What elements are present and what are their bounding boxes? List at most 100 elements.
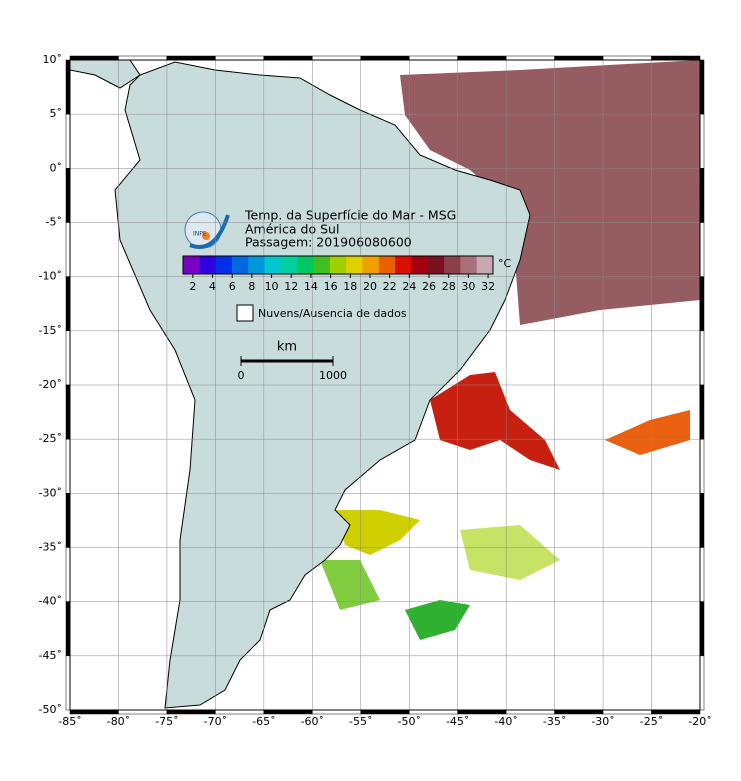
frame bbox=[166, 55, 216, 61]
colorbar-unit: °C bbox=[498, 257, 512, 270]
frame bbox=[65, 493, 71, 548]
colorbar-cell bbox=[280, 256, 298, 274]
frame bbox=[699, 493, 705, 548]
frame bbox=[69, 55, 119, 61]
frame bbox=[166, 709, 216, 715]
y-tick-label: 0˚ bbox=[50, 161, 63, 174]
colorbar-label: 12 bbox=[284, 280, 298, 293]
frame bbox=[263, 55, 313, 61]
colorbar-label: 20 bbox=[363, 280, 377, 293]
frame bbox=[602, 709, 652, 715]
colorbar-cell bbox=[411, 256, 429, 274]
colorbar-label: 30 bbox=[461, 280, 475, 293]
frame bbox=[699, 655, 705, 711]
frame bbox=[699, 276, 705, 332]
frame bbox=[65, 168, 71, 223]
colorbar-cell bbox=[215, 256, 233, 274]
x-tick-label: -25˚ bbox=[640, 715, 663, 728]
colorbar-label: 14 bbox=[304, 280, 318, 293]
y-tick-label: -45˚ bbox=[39, 649, 62, 662]
y-tick-label: -35˚ bbox=[39, 541, 62, 554]
colorbar-label: 18 bbox=[343, 280, 357, 293]
frame bbox=[118, 55, 168, 61]
colorbar-label: 10 bbox=[265, 280, 279, 293]
frame bbox=[312, 55, 362, 61]
y-tick-label: -25˚ bbox=[39, 432, 62, 445]
frame bbox=[65, 438, 71, 494]
frame bbox=[699, 601, 705, 657]
y-tick-label: -40˚ bbox=[39, 595, 62, 608]
colorbar-label: 32 bbox=[481, 280, 495, 293]
frame bbox=[215, 55, 265, 61]
frame bbox=[651, 709, 701, 715]
x-tick-label: -75˚ bbox=[155, 715, 178, 728]
colorbar-label: 16 bbox=[324, 280, 338, 293]
colorbar-label: 22 bbox=[383, 280, 397, 293]
x-tick-label: -35˚ bbox=[543, 715, 566, 728]
frame bbox=[360, 55, 410, 61]
x-tick-label: -55˚ bbox=[349, 715, 372, 728]
x-tick-label: -45˚ bbox=[446, 715, 469, 728]
y-tick-label: -50˚ bbox=[39, 703, 62, 716]
colorbar-cell bbox=[460, 256, 478, 274]
frame bbox=[65, 113, 71, 169]
colorbar-cell bbox=[362, 256, 380, 274]
colorbar-cell bbox=[313, 256, 331, 274]
colorbar-cell bbox=[444, 256, 461, 274]
y-tick-label: -10˚ bbox=[39, 270, 62, 283]
logo: INPE bbox=[184, 211, 230, 249]
colorbar-label: 4 bbox=[209, 280, 216, 293]
colorbar-cell bbox=[427, 256, 445, 274]
x-tick-label: -20˚ bbox=[688, 715, 711, 728]
frame bbox=[651, 55, 701, 61]
frame bbox=[69, 709, 119, 715]
frame bbox=[65, 222, 71, 277]
title: Temp. da Superfície do Mar - MSG bbox=[244, 208, 456, 223]
sst-patches bbox=[320, 60, 700, 640]
frame bbox=[554, 55, 604, 61]
frame bbox=[699, 438, 705, 494]
colorbar-label: 28 bbox=[442, 280, 456, 293]
scale-label: 0 bbox=[238, 369, 245, 382]
frame bbox=[65, 59, 71, 115]
y-tick-label: -5˚ bbox=[46, 216, 62, 229]
x-tick-label: -30˚ bbox=[591, 715, 614, 728]
x-tick-label: -60˚ bbox=[301, 715, 324, 728]
frame bbox=[699, 168, 705, 223]
frame bbox=[505, 55, 555, 61]
map-border bbox=[69, 59, 701, 711]
x-tick-label: -85˚ bbox=[58, 715, 81, 728]
x-tick-label: -70˚ bbox=[204, 715, 227, 728]
pass: Passagem: 201906080600 bbox=[245, 235, 412, 250]
frame bbox=[554, 709, 604, 715]
frame bbox=[699, 113, 705, 169]
colorbar-cell bbox=[395, 256, 412, 274]
colorbar-label: 6 bbox=[229, 280, 236, 293]
frame bbox=[408, 709, 458, 715]
frame bbox=[699, 330, 705, 386]
x-tick-label: -65˚ bbox=[252, 715, 275, 728]
colorbar-label: 24 bbox=[402, 280, 416, 293]
x-tick-label: -50˚ bbox=[397, 715, 420, 728]
colorbar-cell bbox=[476, 256, 494, 274]
scale-label: 1000 bbox=[319, 369, 347, 382]
colorbar-cell bbox=[297, 256, 315, 274]
frame bbox=[118, 709, 168, 715]
y-tick-label: 10˚ bbox=[43, 53, 63, 66]
y-tick-label: -20˚ bbox=[39, 378, 62, 391]
colorbar-cell bbox=[378, 256, 396, 274]
colorbar-cell bbox=[329, 256, 347, 274]
legend-label: Nuvens/Ausencia de dados bbox=[258, 307, 407, 320]
frame bbox=[65, 276, 71, 332]
frame bbox=[65, 601, 71, 657]
frame bbox=[65, 655, 71, 711]
colorbar-cell bbox=[248, 256, 266, 274]
frame bbox=[360, 709, 410, 715]
y-tick-label: 5˚ bbox=[50, 107, 63, 120]
land bbox=[69, 59, 141, 89]
frame bbox=[457, 55, 507, 61]
frame bbox=[457, 709, 507, 715]
scale-unit: km bbox=[277, 340, 297, 355]
colorbar-cell bbox=[231, 256, 249, 274]
